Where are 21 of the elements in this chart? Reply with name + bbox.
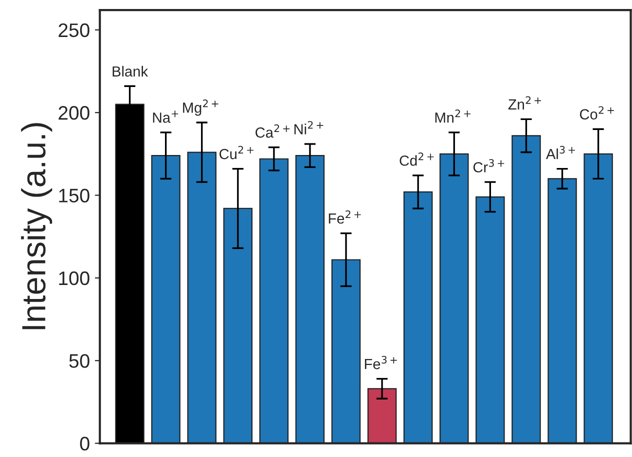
y-tick-label: 150 — [59, 188, 90, 202]
x-tick-label: Cu$^{2+}$ — [220, 146, 254, 160]
x-tick-label: Fe$^{2+}$ — [328, 210, 361, 224]
x-tick-label: Na$^{+}$ — [153, 110, 178, 123]
x-tick-label: Cr$^{3+}$ — [473, 159, 504, 172]
x-tick-label: Cd$^{2+}$ — [400, 152, 434, 166]
x-tick-label: Ni$^{2+}$ — [294, 121, 324, 134]
y-tick-label: 250 — [58, 23, 90, 38]
x-tick-label: Mn$^{2+}$ — [435, 110, 471, 123]
y-tick-label: 0 — [80, 436, 90, 451]
y-axis-title: Intensity (a.u.) — [21, 123, 52, 330]
x-tick-label: Blank — [112, 66, 148, 77]
x-tick-label: Co$^{2+}$ — [580, 106, 614, 120]
y-tick-label: 200 — [58, 106, 90, 120]
x-tick-label: Ca$^{2+}$ — [256, 124, 290, 138]
x-tick-label: Mg$^{2+}$ — [183, 100, 218, 116]
x-tick-label: Fe$^{3+}$ — [364, 356, 397, 370]
y-tick-label: 50 — [69, 354, 90, 368]
x-tick-label: Al$^{3+}$ — [546, 146, 575, 160]
y-tick-label: 100 — [59, 271, 90, 286]
x-tick-label: Zn$^{2+}$ — [508, 96, 542, 110]
